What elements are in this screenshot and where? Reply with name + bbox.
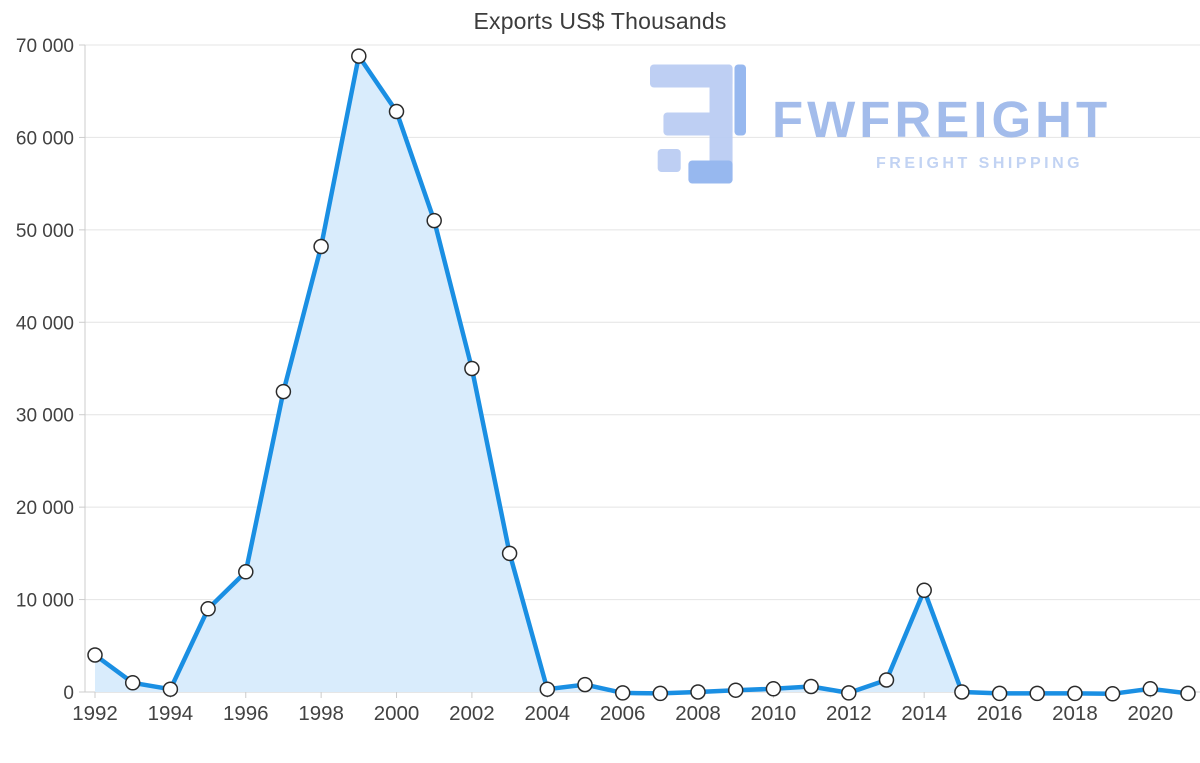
chart-title: Exports US$ Thousands [473, 8, 727, 34]
x-tick-label: 1998 [298, 702, 344, 725]
data-point[interactable] [124, 675, 141, 691]
data-point[interactable] [991, 685, 1008, 702]
y-tick-label: 30 000 [16, 406, 74, 427]
y-tick-label: 0 [63, 683, 74, 704]
x-tick-label: 2002 [449, 702, 495, 725]
data-point[interactable] [238, 564, 254, 580]
x-tick-label: 1994 [148, 702, 194, 725]
x-tick-label: 2006 [600, 702, 646, 725]
x-tick-label: 2008 [675, 702, 721, 725]
data-point[interactable] [765, 681, 782, 697]
y-tick-label: 10 000 [16, 591, 74, 612]
data-point[interactable] [501, 545, 518, 562]
x-tick-label: 2014 [901, 702, 947, 725]
data-point[interactable] [87, 647, 103, 663]
data-point[interactable] [1029, 685, 1045, 702]
x-tick-label: 2016 [977, 702, 1023, 725]
y-tick-label: 50 000 [16, 221, 74, 242]
x-tick-label: 2012 [826, 702, 872, 725]
y-tick-label: 20 000 [16, 498, 74, 519]
data-point[interactable] [614, 685, 631, 701]
x-tick-label: 2004 [524, 702, 570, 725]
data-point[interactable] [954, 684, 970, 700]
y-tick-label: 70 000 [16, 36, 74, 57]
data-point[interactable] [539, 681, 556, 697]
data-point[interactable] [803, 678, 819, 695]
data-point[interactable] [1104, 686, 1121, 702]
data-point[interactable] [275, 383, 292, 400]
x-tick-label: 2020 [1128, 702, 1174, 725]
x-tick-label: 1992 [72, 702, 118, 725]
data-point[interactable] [200, 601, 216, 617]
data-point[interactable] [841, 685, 857, 701]
x-tick-label: 1996 [223, 702, 269, 725]
data-point[interactable] [727, 682, 744, 698]
data-point[interactable] [577, 676, 593, 693]
data-point[interactable] [313, 238, 329, 255]
x-tick-label: 2010 [751, 702, 797, 725]
x-tick-label: 2000 [374, 702, 420, 725]
series-area [95, 56, 1188, 694]
data-point[interactable] [426, 212, 442, 229]
data-point[interactable] [878, 672, 895, 688]
data-point[interactable] [1142, 681, 1159, 697]
y-tick-label: 60 000 [16, 128, 74, 149]
data-point[interactable] [690, 684, 706, 700]
data-point[interactable] [162, 681, 179, 697]
data-point[interactable] [1067, 685, 1083, 702]
y-tick-label: 40 000 [16, 313, 74, 334]
data-point[interactable] [388, 103, 405, 120]
data-point[interactable] [652, 685, 669, 702]
data-point[interactable] [351, 48, 367, 64]
data-point[interactable] [1180, 685, 1196, 702]
data-point[interactable] [464, 360, 480, 377]
x-tick-label: 2018 [1052, 702, 1098, 725]
data-point[interactable] [916, 582, 932, 599]
